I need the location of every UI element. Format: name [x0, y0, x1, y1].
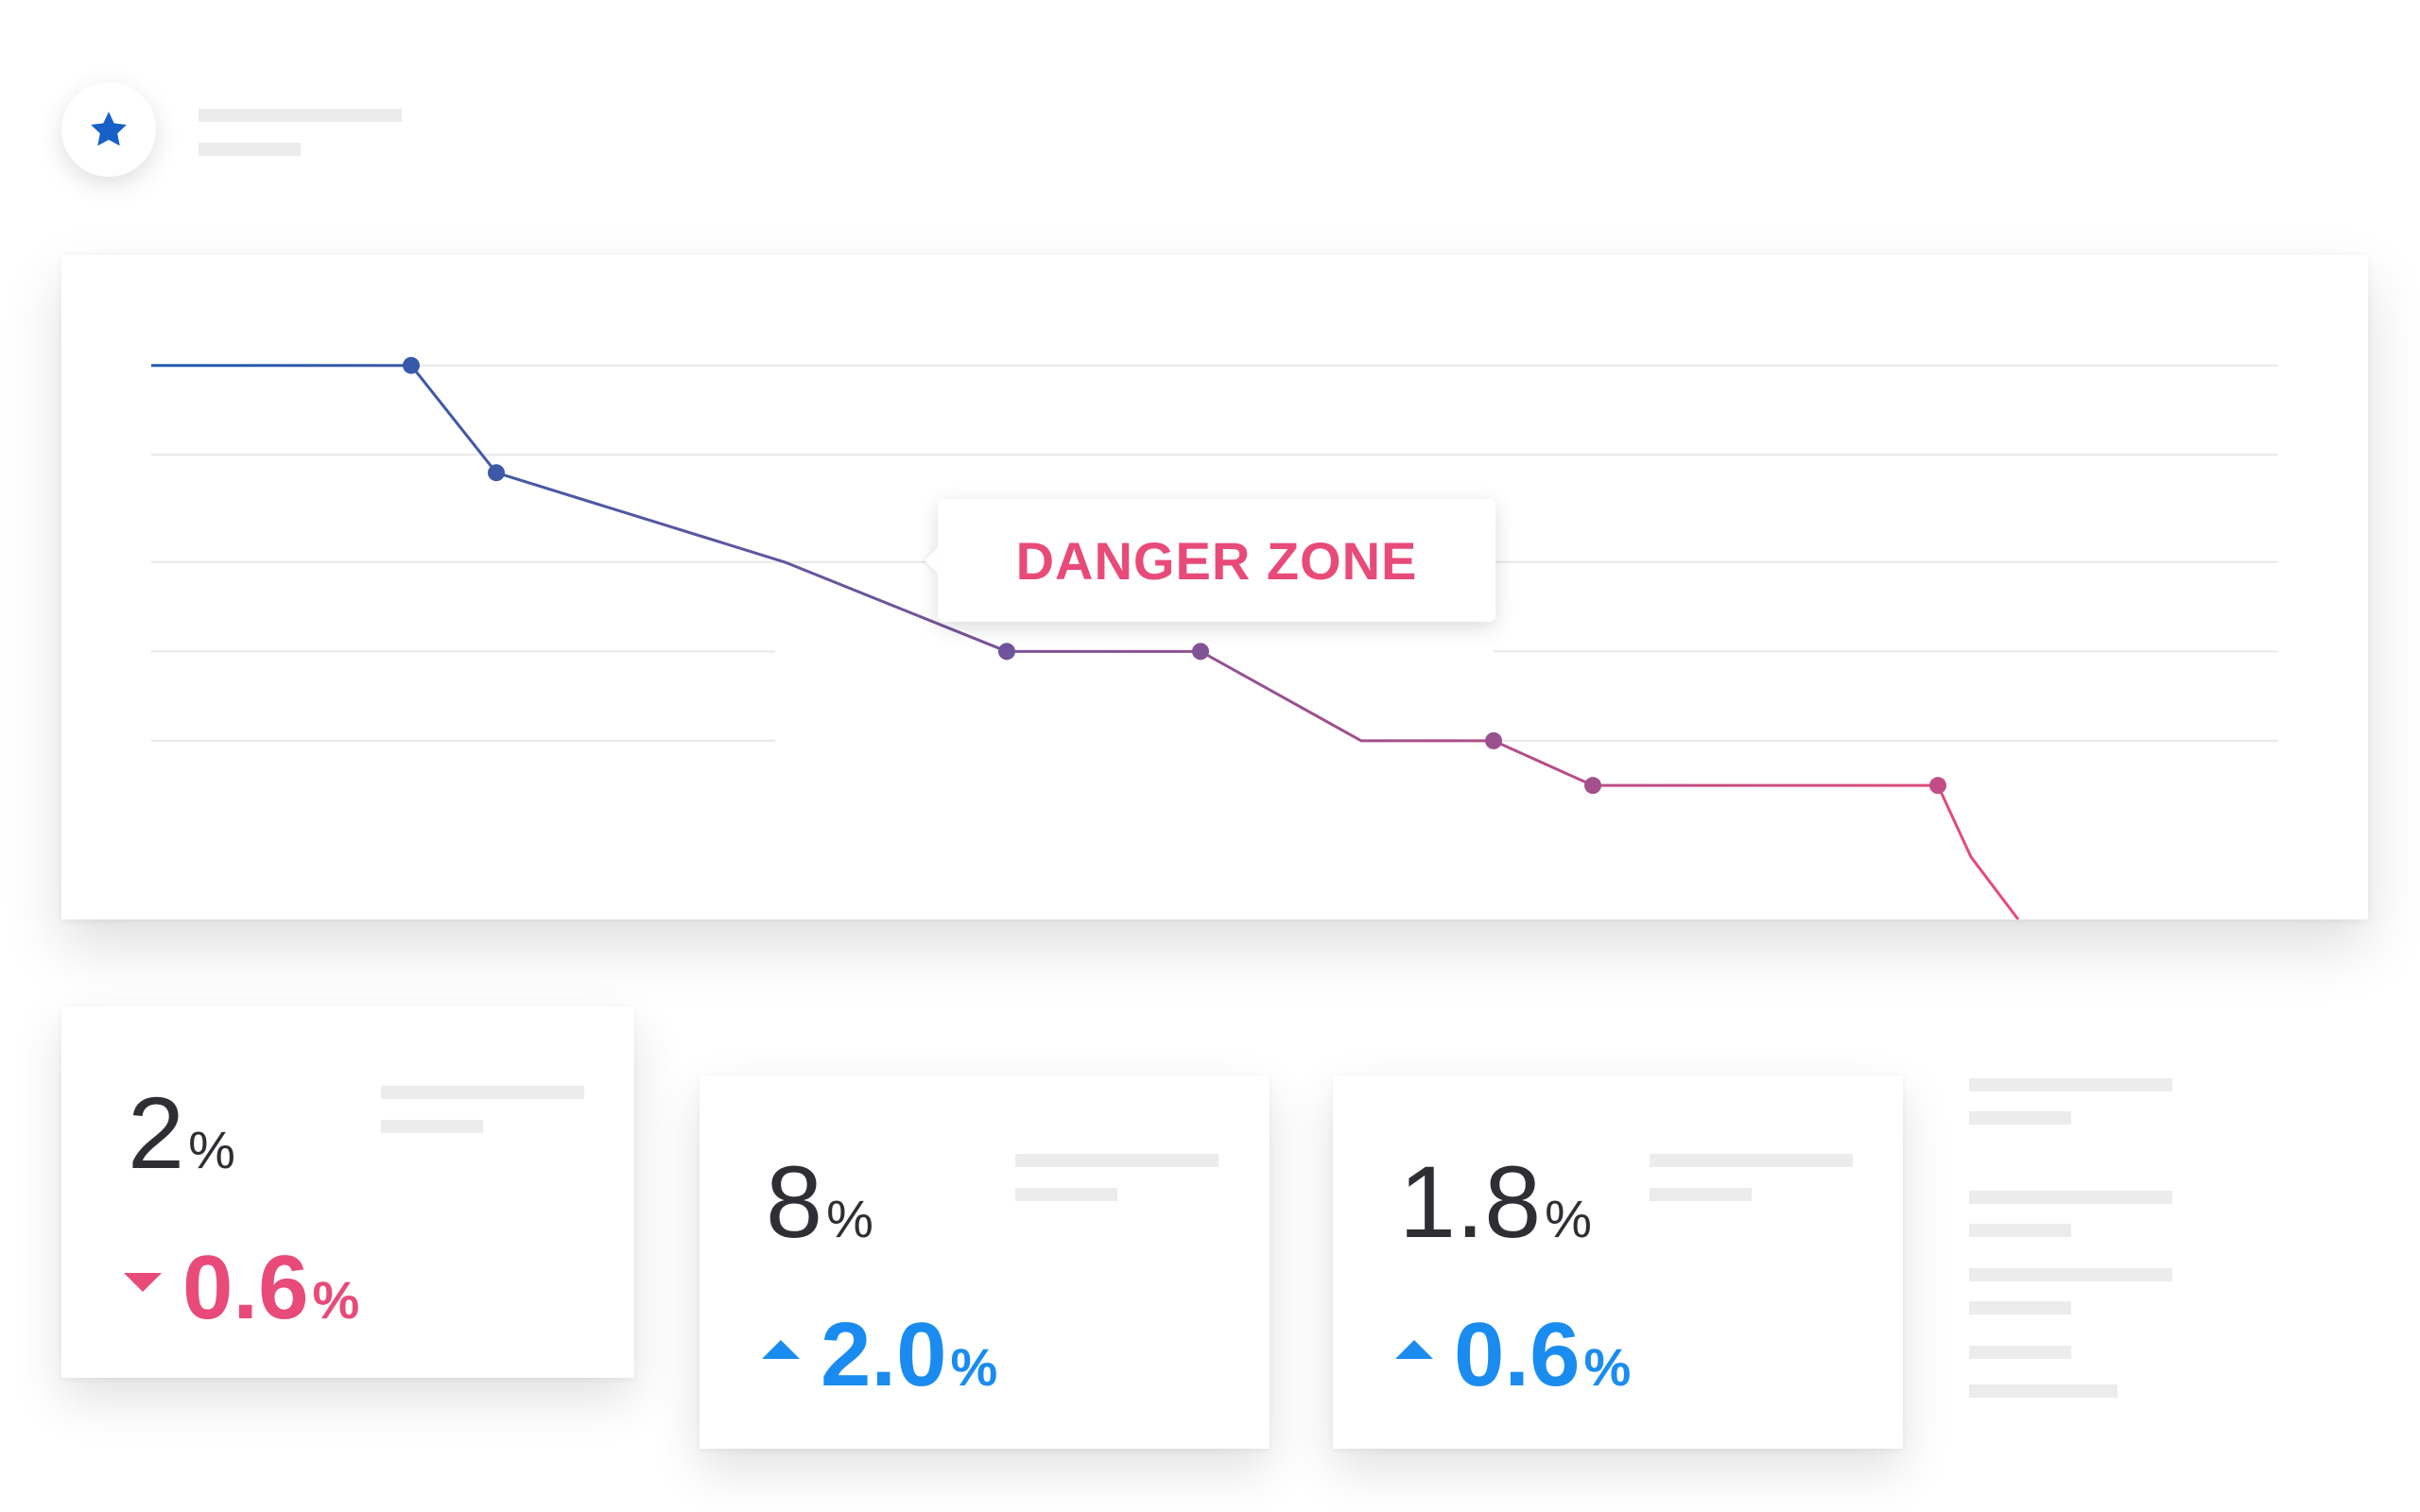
placeholder-line — [1969, 1384, 2118, 1398]
stat-sublabel-placeholder — [1015, 1188, 1117, 1201]
stat-change: 0.6% — [124, 1243, 359, 1333]
stat-change-number: 0.6 — [182, 1237, 309, 1338]
data-point[interactable] — [488, 464, 505, 482]
stat-sublabel-placeholder — [381, 1120, 483, 1133]
placeholder-line — [1969, 1346, 2071, 1359]
placeholder-line — [1969, 1078, 2172, 1091]
danger-zone-tooltip: DANGER ZONE — [938, 499, 1495, 622]
data-point[interactable] — [1192, 643, 1209, 661]
stat-change-unit: % — [1583, 1337, 1632, 1397]
stat-sublabel-placeholder — [1650, 1188, 1752, 1201]
placeholder-line — [1969, 1301, 2071, 1314]
arrow-down-icon — [124, 1273, 162, 1292]
data-point[interactable] — [1485, 731, 1502, 749]
stat-label-placeholder — [381, 1086, 584, 1099]
arrow-up-icon — [1395, 1340, 1433, 1359]
stat-value-number: 1.8 — [1399, 1144, 1542, 1259]
data-point[interactable] — [403, 356, 420, 374]
stat-change-unit: % — [312, 1270, 360, 1330]
star-icon — [91, 112, 127, 146]
stat-change: 0.6% — [1395, 1310, 1631, 1400]
line-chart-card: DANGER ZONE — [61, 255, 2368, 919]
stat-value-number: 2 — [128, 1075, 185, 1190]
arrow-up-icon — [762, 1340, 800, 1359]
data-point[interactable] — [1584, 777, 1601, 795]
series-line — [151, 364, 2020, 919]
placeholder-line — [1969, 1268, 2172, 1281]
stat-value: 8% — [766, 1151, 873, 1253]
placeholder-line — [1969, 1191, 2172, 1204]
stat-card-3[interactable]: 1.8% 0.6% — [1333, 1075, 1903, 1449]
favorite-badge[interactable] — [61, 82, 156, 177]
stat-value: 1.8% — [1399, 1151, 1592, 1253]
stat-value-unit: % — [1545, 1189, 1592, 1248]
stat-value: 2% — [128, 1082, 235, 1184]
stat-change-unit: % — [950, 1337, 998, 1397]
stat-label-placeholder — [1015, 1154, 1219, 1167]
stat-value-unit: % — [188, 1120, 235, 1179]
tooltip-label: DANGER ZONE — [1015, 530, 1418, 591]
stat-change: 2.0% — [762, 1310, 997, 1400]
stat-change-number: 0.6 — [1454, 1304, 1581, 1405]
data-point[interactable] — [998, 643, 1015, 661]
stat-label-placeholder — [1650, 1154, 1853, 1167]
stat-value-unit: % — [826, 1189, 873, 1248]
data-point[interactable] — [1929, 777, 1946, 795]
placeholder-line — [1969, 1224, 2071, 1237]
stat-card-2[interactable]: 8% 2.0% — [700, 1075, 1270, 1449]
title-placeholder — [199, 109, 402, 122]
placeholder-line — [1969, 1111, 2071, 1125]
stat-change-number: 2.0 — [821, 1304, 947, 1405]
stat-card-1[interactable]: 2% 0.6% — [61, 1006, 634, 1378]
subtitle-placeholder — [199, 143, 301, 156]
stat-value-number: 8 — [766, 1144, 823, 1259]
